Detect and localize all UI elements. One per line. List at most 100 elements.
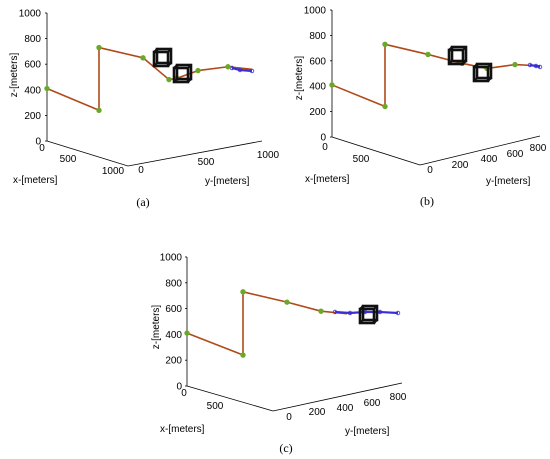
panel-a-uav-trail-point [237, 67, 243, 73]
panel-a-z-tick-label: 600 [24, 60, 41, 71]
panel-b-y-axis [419, 135, 541, 166]
panel-b-y-tick-label: 400 [481, 154, 498, 165]
panel-b-y-tick-label: 200 [452, 160, 469, 171]
panel-c-obstacle-cube-0-edge1 [359, 305, 364, 310]
panel-b-waypoint-marker [382, 103, 388, 110]
panel-b-y-axis-label: y-[meters] [486, 176, 531, 187]
panel-c-z-tick-label: 0 [176, 382, 182, 393]
panel-a-x-axis-label: x-[meters] [13, 175, 58, 186]
panel-b-x-axis [331, 136, 421, 166]
panel-c-caption: (c) [279, 441, 292, 455]
panel-a-obstacle-cube-1-edge3 [173, 78, 178, 83]
panel-a-obstacle-cube-0-edge2 [167, 48, 172, 53]
panel-b-obstacle-cube-0-edge4 [462, 60, 467, 65]
panel-a-obstacle-cube-0-front [152, 50, 170, 68]
panel-b-uav-trail-point [537, 64, 543, 70]
panel-a-x-axis [46, 140, 129, 167]
panel-c-y-tick-label: 800 [390, 392, 407, 403]
panel-c-uav-trail [334, 310, 399, 315]
panel-a-waypoint-marker [225, 64, 231, 70]
panel-c-obstacle-cube-0-front [358, 307, 376, 325]
panel-a-y-tick-label: 1000 [257, 150, 280, 161]
panel-a-obstacle-cube-1-front [172, 66, 190, 84]
panel-c-z-tick-label: 1000 [160, 253, 183, 264]
panel-c-waypoint-marker [318, 308, 324, 314]
panel-a-z-tick-label: 200 [24, 111, 41, 122]
panel-a-x-tick-label: 0 [39, 143, 45, 154]
panel-a-obstacle-cube-0-back [155, 47, 173, 65]
panel-c-y-axis-label: y-[meters] [345, 426, 390, 437]
panel-b-x-axis-label: x-[meters] [305, 174, 350, 185]
panel-c-uav-trail-point [332, 309, 338, 315]
panel-c-trajectory-line [186, 291, 348, 356]
panel-c-waypoint-marker [240, 289, 246, 295]
panel-c-x-axis-label: x-[meters] [160, 424, 205, 435]
panel-b-obstacle-cube-1-edge4 [487, 77, 492, 82]
panel-a-waypoint-marker [195, 67, 201, 74]
panel-a-obstacle-cube-1-edge4 [187, 78, 192, 83]
panel-c-z-tick-label: 400 [165, 330, 182, 341]
panel-b-obstacle-cube-1-edge2 [487, 63, 492, 68]
panel-b-obstacle-cube-0-edge1 [448, 46, 453, 51]
panel-a-caption: (a) [136, 195, 149, 209]
panel-c-obstacle-cube-0 [358, 304, 379, 325]
panel-c-y-tick-label: 0 [286, 412, 292, 423]
panel-b-obstacle-cube-0-edge3 [448, 60, 453, 65]
panel-a-obstacle-cube-1 [172, 63, 193, 84]
panel-c-obstacle-cube-0-edge4 [373, 319, 378, 324]
panel-a-obstacle-cube-1-edge1 [173, 64, 178, 69]
panel-a-waypoint-marker [44, 85, 50, 92]
panel-a-x-tick-label: 1000 [102, 166, 125, 177]
panel-c-x-tick-label: 500 [207, 401, 224, 412]
panel-b-obstacle-cube-0-back [450, 45, 468, 63]
panel-a-y-axis-label: y-[meters] [205, 176, 250, 187]
panel-a-obstacle-cube-0-edge3 [153, 62, 158, 67]
panel-a-obstacle-cube-0-edge4 [167, 62, 172, 67]
panel-b-y-tick-label: 800 [530, 143, 547, 154]
panel-a-z-tick-label: 400 [24, 85, 41, 96]
panel-b-obstacle-cube-1-edge3 [473, 77, 478, 82]
panel-b-z-tick-label: 1000 [304, 6, 327, 17]
panel-b-obstacle-cube-1-back [475, 62, 493, 80]
panel-b-obstacle-cube-0-edge2 [462, 46, 467, 51]
panel-c-obstacle-cube-0-edge2 [373, 305, 378, 310]
panel-c-y-tick-label: 600 [364, 398, 381, 409]
panel-c-uav-trail-point [395, 310, 401, 316]
panel-c-x-tick-label: 0 [181, 388, 187, 399]
panel-a-uav-trail-point [249, 68, 255, 74]
panel-c-y-tick-label: 200 [309, 407, 326, 418]
panel-a-waypoint-marker [96, 107, 102, 113]
panel-b-waypoint-marker [382, 41, 388, 47]
panel-a-obstacle-cube-1-back [175, 63, 193, 81]
panel-a-z-axis-label: z-[meters] [9, 53, 20, 98]
panel-b-obstacle-cube-0 [447, 45, 468, 66]
panel-b-y-tick-label: 0 [427, 165, 433, 176]
panel-a-z-tick-label: 1000 [19, 9, 42, 20]
panel-b-obstacle-cube-0-front [447, 48, 465, 66]
panel-a-obstacle-cube-0 [152, 47, 173, 68]
panel-c-waypoint-marker [284, 299, 290, 305]
panel-b-z-tick-label: 0 [320, 133, 326, 144]
panel-b-waypoint-marker [425, 51, 431, 58]
panel-a-waypoint-marker [166, 76, 172, 83]
panel-c-z-tick-label: 200 [165, 356, 182, 367]
panel-b-z-tick-label: 600 [309, 56, 326, 67]
panel-b-x-tick-label: 0 [322, 142, 328, 153]
panel-b-caption: (b) [420, 194, 434, 208]
panel-a-obstacle-cube-0-edge1 [153, 48, 158, 53]
panel-c-x-axis [186, 385, 274, 412]
panel-b-waypoint-marker [329, 82, 335, 88]
panel-a-x-tick-label: 500 [60, 154, 77, 165]
panel-b-z-tick-label: 800 [309, 31, 326, 42]
panel-c-z-tick-label: 600 [165, 304, 182, 315]
panel-a-waypoint-marker [140, 55, 146, 61]
panel-c-waypoint-marker [240, 352, 246, 358]
panel-a-trajectory-line [46, 46, 253, 112]
panel-a-z-tick-label: 0 [35, 137, 41, 148]
panel-b-uav-trail-point [527, 62, 533, 68]
panel-b-x-tick-label: 500 [353, 154, 370, 165]
panel-b-y-tick-label: 600 [507, 149, 524, 160]
panel-c-waypoint-marker [184, 330, 190, 336]
panel-c-y-tick-label: 400 [337, 403, 354, 414]
